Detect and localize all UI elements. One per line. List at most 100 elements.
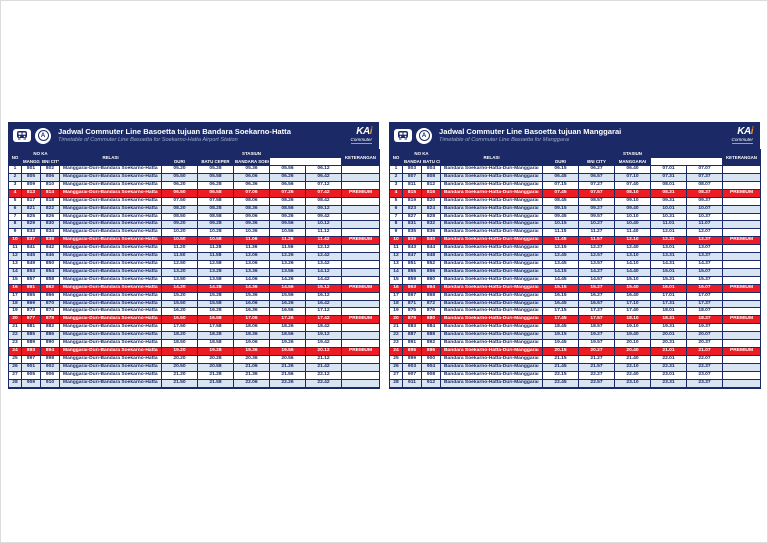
cell-time-0: 08.45 xyxy=(542,196,579,206)
cell-time-2: 11.36 xyxy=(233,244,270,254)
cell-time-4: 08.37 xyxy=(686,188,723,198)
timetable-to-airport: A Jadwal Commuter Line Basoetta tujuan B… xyxy=(8,122,380,389)
cell-time-2: 09.36 xyxy=(233,220,270,230)
cell-keterangan xyxy=(722,204,761,214)
cell-time-3: 13.01 xyxy=(650,244,687,254)
cell-relasi: Manggarai-Duri-Bandara Soekarno-Hatta xyxy=(59,220,162,230)
cell-ka-2: 878 xyxy=(40,315,60,325)
cell-keterangan xyxy=(722,267,761,277)
cell-time-2: 09.06 xyxy=(233,212,270,222)
cell-time-2: 13.06 xyxy=(233,260,270,269)
table-title: Jadwal Commuter Line Basoetta tujuan Man… xyxy=(439,126,622,136)
cell-ka-2: 822 xyxy=(40,204,60,214)
cell-ka-2: 900 xyxy=(421,354,441,364)
cell-ka-2: 834 xyxy=(40,228,60,238)
cell-time-4: 19.37 xyxy=(686,323,723,333)
timetable-row: 16 861 862 Manggarai-Duri-Bandara Soekarno-… xyxy=(8,283,380,293)
cell-time-4: 11.07 xyxy=(686,220,723,230)
cell-time-2: 12.40 xyxy=(614,244,651,254)
cell-relasi: Bandara Soekarno-Hatta-Duri-Manggarai xyxy=(440,362,543,372)
timetable-row: 4 815 816 Bandara Soekarno-Hatta-Duri-Mangg… xyxy=(389,188,761,198)
col-relasi: RELASI xyxy=(440,148,543,167)
cell-relasi: Bandara Soekarno-Hatta-Duri-Manggarai xyxy=(440,283,543,293)
cell-time-1: 11.27 xyxy=(578,228,615,238)
cell-ka-2: 814 xyxy=(40,188,60,198)
cell-time-3: 20.56 xyxy=(269,354,306,364)
cell-time-1: 20.28 xyxy=(197,354,234,364)
timetable-row: 3 811 812 Bandara Soekarno-Hatta-Duri-Mangg… xyxy=(389,180,761,190)
cell-keterangan: PREMIUM xyxy=(722,346,761,356)
cell-relasi: Manggarai-Duri-Bandara Soekarno-Hatta xyxy=(59,307,162,317)
cell-time-4: 07.42 xyxy=(305,188,342,198)
cell-ka-2: 850 xyxy=(40,260,60,269)
cell-ka-1: 869 xyxy=(21,299,41,309)
cell-time-4: 09.37 xyxy=(686,196,723,206)
cell-ka-2: 910 xyxy=(40,378,60,389)
cell-no: 1 xyxy=(8,165,22,175)
cell-ka-2: 826 xyxy=(40,212,60,222)
cell-keterangan xyxy=(722,244,761,254)
cell-relasi: Manggarai-Duri-Bandara Soekarno-Hatta xyxy=(59,378,162,389)
cell-keterangan: PREMIUM xyxy=(722,315,761,325)
cell-ka-1: 889 xyxy=(21,339,41,348)
cell-time-3: 08.31 xyxy=(650,188,687,198)
cell-time-1: 16.58 xyxy=(197,315,234,325)
cell-ka-1: 825 xyxy=(21,212,41,222)
cell-keterangan: PREMIUM xyxy=(341,315,380,325)
cell-keterangan xyxy=(341,196,380,206)
timetable-row: 14 855 856 Bandara Soekarno-Hatta-Duri-Mang… xyxy=(389,267,761,277)
cell-time-0: 14.15 xyxy=(542,267,579,277)
timetable-row: 19 875 876 Bandara Soekarno-Hatta-Duri-Mang… xyxy=(389,307,761,317)
cell-no: 7 xyxy=(389,212,403,222)
cell-time-0: 08.20 xyxy=(161,204,198,214)
cell-ka-2: 912 xyxy=(421,378,441,389)
cell-no: 12 xyxy=(389,252,403,261)
cell-ka-2: 858 xyxy=(40,275,60,285)
cell-time-1: 10.28 xyxy=(197,228,234,238)
cell-no: 25 xyxy=(389,354,403,364)
cell-time-0: 09.15 xyxy=(542,204,579,214)
cell-no: 16 xyxy=(389,283,403,293)
cell-time-4: 10.12 xyxy=(305,220,342,230)
cell-keterangan xyxy=(722,173,761,182)
cell-relasi: Bandara Soekarno-Hatta-Duri-Manggarai xyxy=(440,370,543,380)
col-noka: NO KA xyxy=(402,148,441,159)
cell-relasi: Bandara Soekarno-Hatta-Duri-Manggarai xyxy=(440,323,543,333)
cell-keterangan xyxy=(722,307,761,317)
cell-no: 2 xyxy=(389,173,403,182)
cell-time-4: 19.12 xyxy=(305,331,342,341)
cell-ka-1: 903 xyxy=(402,362,422,372)
cell-time-3: 12.26 xyxy=(269,252,306,261)
cell-ka-1: 835 xyxy=(402,228,422,238)
cell-keterangan xyxy=(341,220,380,230)
cell-relasi: Manggarai-Duri-Bandara Soekarno-Hatta xyxy=(59,275,162,285)
cell-keterangan xyxy=(722,339,761,348)
col-station-1: BNI CITY xyxy=(40,157,60,167)
cell-time-4: 17.07 xyxy=(686,291,723,301)
cell-time-4: 14.42 xyxy=(305,275,342,285)
cell-time-0: 06.45 xyxy=(542,173,579,182)
cell-ka-2: 818 xyxy=(40,196,60,206)
cell-ka-2: 868 xyxy=(421,291,441,301)
cell-relasi: Bandara Soekarno-Hatta-Duri-Manggarai xyxy=(440,339,543,348)
cell-time-1: 19.27 xyxy=(578,331,615,341)
cell-time-1: 07.57 xyxy=(578,188,615,198)
cell-time-3: 08.01 xyxy=(650,180,687,190)
cell-time-4: 18.07 xyxy=(686,307,723,317)
cell-keterangan: PREMIUM xyxy=(341,283,380,293)
cell-ka-2: 882 xyxy=(40,323,60,333)
cell-relasi: Bandara Soekarno-Hatta-Duri-Manggarai xyxy=(440,244,543,254)
cell-time-3: 05.56 xyxy=(269,165,306,175)
cell-time-3: 06.26 xyxy=(269,173,306,182)
timetable-row: 9 835 836 Bandara Soekarno-Hatta-Duri-Mangg… xyxy=(389,228,761,238)
cell-time-3: 20.31 xyxy=(650,339,687,348)
cell-no: 13 xyxy=(8,260,22,269)
cell-keterangan xyxy=(722,180,761,190)
cell-time-4: 12.37 xyxy=(686,236,723,246)
timetable-row: 20 877 878 Manggarai-Duri-Bandara Soekarno-… xyxy=(8,315,380,325)
col-station-3: BATU CEPER xyxy=(197,157,234,167)
timetable-row: 9 833 834 Manggarai-Duri-Bandara Soekarno-H… xyxy=(8,228,380,238)
cell-ka-2: 892 xyxy=(421,339,441,348)
cell-no: 20 xyxy=(8,315,22,325)
cell-time-0: 06.15 xyxy=(542,165,579,175)
